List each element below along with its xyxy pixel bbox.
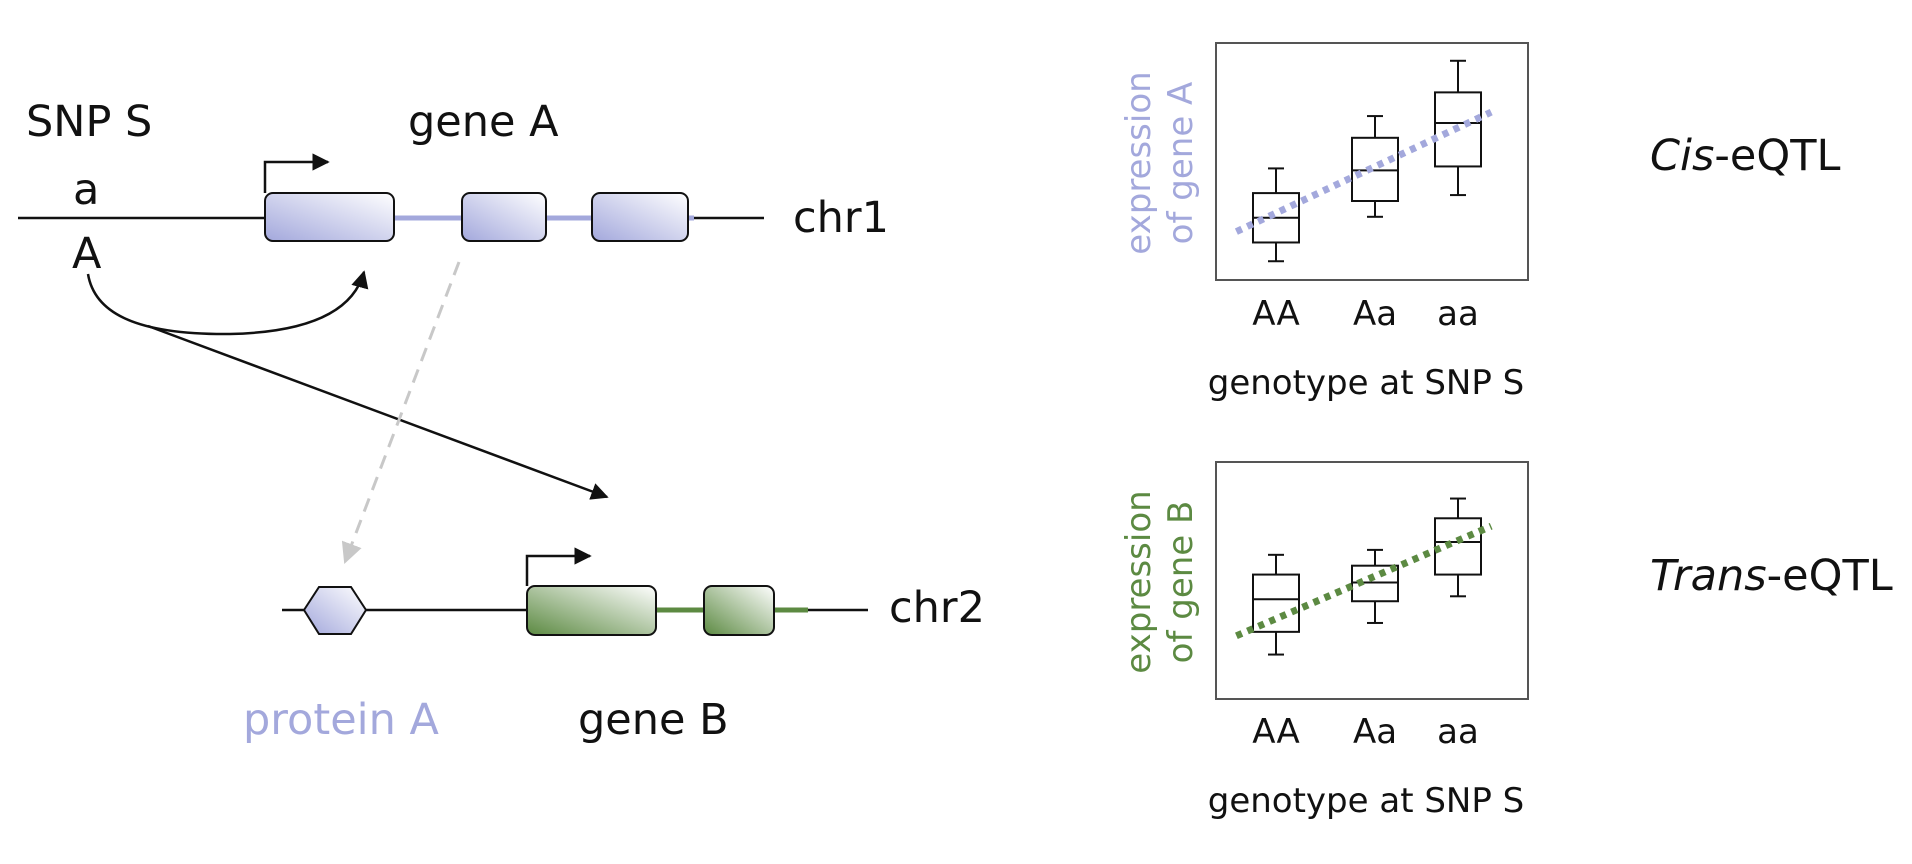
protein-a-hexagon bbox=[302, 586, 368, 635]
gene-b-exon-2 bbox=[703, 585, 775, 636]
gene-b-exon-1 bbox=[526, 585, 657, 636]
trans-eqtl-title: Trans-eQTL bbox=[1650, 551, 1893, 601]
box-aa bbox=[1351, 115, 1399, 218]
cis-title-prefix: Cis bbox=[1650, 131, 1714, 181]
tick-label-aa: aa bbox=[1437, 712, 1479, 752]
cis-title-suffix: -eQTL bbox=[1714, 131, 1840, 181]
cis-effect-arrow bbox=[86, 270, 369, 336]
x-axis-label: genotype at SNP S bbox=[1208, 363, 1525, 403]
cis-eqtl-chart: AA Aa aa genotype at SNP S expression of gene… bbox=[1119, 42, 1529, 403]
box-aa bbox=[1434, 497, 1482, 598]
trend-line bbox=[1235, 522, 1493, 640]
chr2-label: chr2 bbox=[889, 583, 985, 633]
gene-a-label: gene A bbox=[408, 97, 559, 147]
x-axis-label: genotype at SNP S bbox=[1208, 781, 1525, 821]
allele-top-label: a bbox=[73, 165, 99, 215]
trans-effect-arrow bbox=[147, 324, 609, 500]
chr2-group bbox=[282, 547, 868, 636]
gene-a-exon-3 bbox=[591, 192, 689, 242]
cis-eqtl-title: Cis-eQTL bbox=[1650, 131, 1840, 181]
tick-label-aa: aa bbox=[1437, 294, 1479, 334]
genomic-schematic: SNP S a A gene A chr1 chr2 protein A gen… bbox=[18, 97, 985, 745]
gene-a-exon-1 bbox=[264, 192, 395, 242]
snp-label: SNP S bbox=[26, 97, 152, 147]
y-axis-label-line-2: of gene A bbox=[1161, 82, 1201, 245]
chr1-label: chr1 bbox=[793, 193, 889, 243]
trans-title-suffix: -eQTL bbox=[1767, 551, 1893, 601]
protein-a-label: protein A bbox=[243, 695, 440, 745]
trans-title-prefix: Trans bbox=[1650, 551, 1767, 601]
protein-translation-arrow bbox=[341, 261, 461, 564]
plot-frame bbox=[1215, 42, 1529, 281]
gene-a-exon-2 bbox=[461, 192, 547, 242]
gene-a-tss-arrow bbox=[263, 153, 330, 193]
box-aa bbox=[1252, 167, 1300, 263]
y-axis-label-line-1: expression bbox=[1119, 490, 1159, 673]
tick-label-aa: AA bbox=[1252, 294, 1299, 334]
trans-eqtl-chart: AA Aa aa genotype at SNP S expression of gene… bbox=[1119, 461, 1529, 821]
gene-b-tss-arrow bbox=[525, 547, 592, 586]
y-axis-label-line-1: expression bbox=[1119, 71, 1159, 254]
gene-b-label: gene B bbox=[578, 695, 729, 745]
y-axis-label-line-2: of gene B bbox=[1161, 501, 1201, 664]
box-iqr bbox=[1434, 517, 1482, 576]
box-aa bbox=[1252, 553, 1300, 656]
tick-label-aa: AA bbox=[1252, 712, 1299, 752]
plot-frame bbox=[1215, 461, 1529, 700]
tick-label-aa: Aa bbox=[1353, 294, 1397, 334]
allele-bottom-label: A bbox=[72, 229, 102, 279]
tick-label-aa: Aa bbox=[1353, 712, 1397, 752]
chr1-group bbox=[18, 153, 764, 242]
